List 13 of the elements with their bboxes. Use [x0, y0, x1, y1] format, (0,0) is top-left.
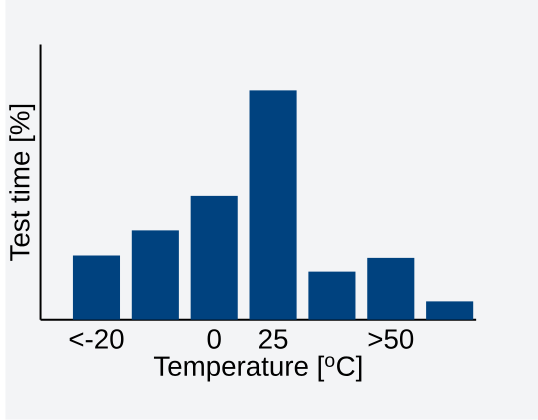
- bar: [190, 196, 238, 320]
- bar: [72, 256, 120, 320]
- bar: [367, 258, 414, 320]
- x-tick-label: 25: [259, 329, 288, 349]
- bar: [132, 230, 179, 320]
- x-tick-label: <-20: [70, 329, 124, 349]
- x-axis-title: Temperature [$^{o}$C]: [154, 356, 362, 382]
- bar: [426, 302, 474, 320]
- y-axis-title: Test time [%]: [9, 104, 36, 261]
- bar: [250, 90, 297, 320]
- x-tick-label: >50: [368, 329, 414, 349]
- bar: [308, 272, 356, 320]
- x-tick-label: 0: [208, 329, 221, 349]
